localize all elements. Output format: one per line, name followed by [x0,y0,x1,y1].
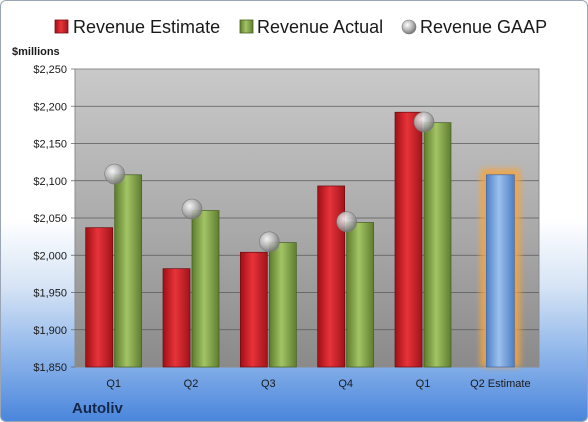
legend-item-estimate[interactable]: Revenue Estimate [54,17,220,37]
y-tick-label: $2,150 [33,139,67,151]
legend-swatch-actual [239,19,254,34]
x-axis-ticks: Q1 Q2 Q3 Q4 Q1 Q2 Estimate [106,378,530,390]
legend-swatch-estimate [54,19,69,34]
y-tick-label: $1,950 [33,288,67,300]
bar-revenue-actual [268,242,297,368]
gridlines [75,105,539,331]
bar-revenue-estimate [317,185,346,368]
marker-revenue-gaap [336,211,357,233]
x-tick-label: Q4 [338,378,353,390]
legend-item-gaap[interactable]: Revenue GAAP [401,17,547,37]
x-tick-label: Q2 [184,378,199,390]
x-tick-label: Q2 Estimate [470,378,531,390]
marker-revenue-gaap [413,111,435,133]
marker-revenue-gaap [181,198,203,220]
y-tick-label: $1,850 [33,362,67,374]
legend-label-actual: Revenue Actual [257,17,383,37]
bar-revenue-estimate [239,251,268,368]
legend-label-gaap: Revenue GAAP [420,17,547,37]
marker-revenue-gaap [104,163,125,185]
legend: Revenue Estimate Revenue Actual Revenue … [54,17,547,37]
y-tick-label: $2,200 [33,101,67,113]
gaap-markers [104,111,435,253]
y-axis-unit-label: $millions [12,46,60,58]
bar-revenue-actual [423,122,452,368]
company-name: Autoliv [72,400,123,417]
marker-revenue-gaap [259,231,280,253]
legend-item-actual[interactable]: Revenue Actual [239,17,383,37]
x-tick-label: Q1 [106,378,121,390]
y-tick-label: $1,900 [33,325,67,337]
y-axis-ticks: $1,850 $1,900 $1,950 $2,000 $2,050 $2,100 $2,1… [33,64,75,374]
bar-revenue-estimate [162,268,191,368]
bar-revenue-estimate [394,111,423,368]
bar-revenue-estimate [85,227,114,368]
bars [85,111,521,368]
x-tick-label: Q1 [416,378,431,390]
bar-revenue-actual [346,222,375,368]
bar-revenue-actual [191,210,220,368]
legend-label-estimate: Revenue Estimate [73,17,220,37]
legend-swatch-gaap [401,19,417,35]
bar-revenue-forecast [485,174,515,368]
y-tick-label: $2,100 [33,176,67,188]
x-tick-label: Q3 [261,378,276,390]
y-tick-label: $2,000 [33,250,67,262]
bar-revenue-actual [114,174,143,368]
y-tick-label: $2,050 [33,213,67,225]
y-tick-label: $2,250 [33,64,67,76]
